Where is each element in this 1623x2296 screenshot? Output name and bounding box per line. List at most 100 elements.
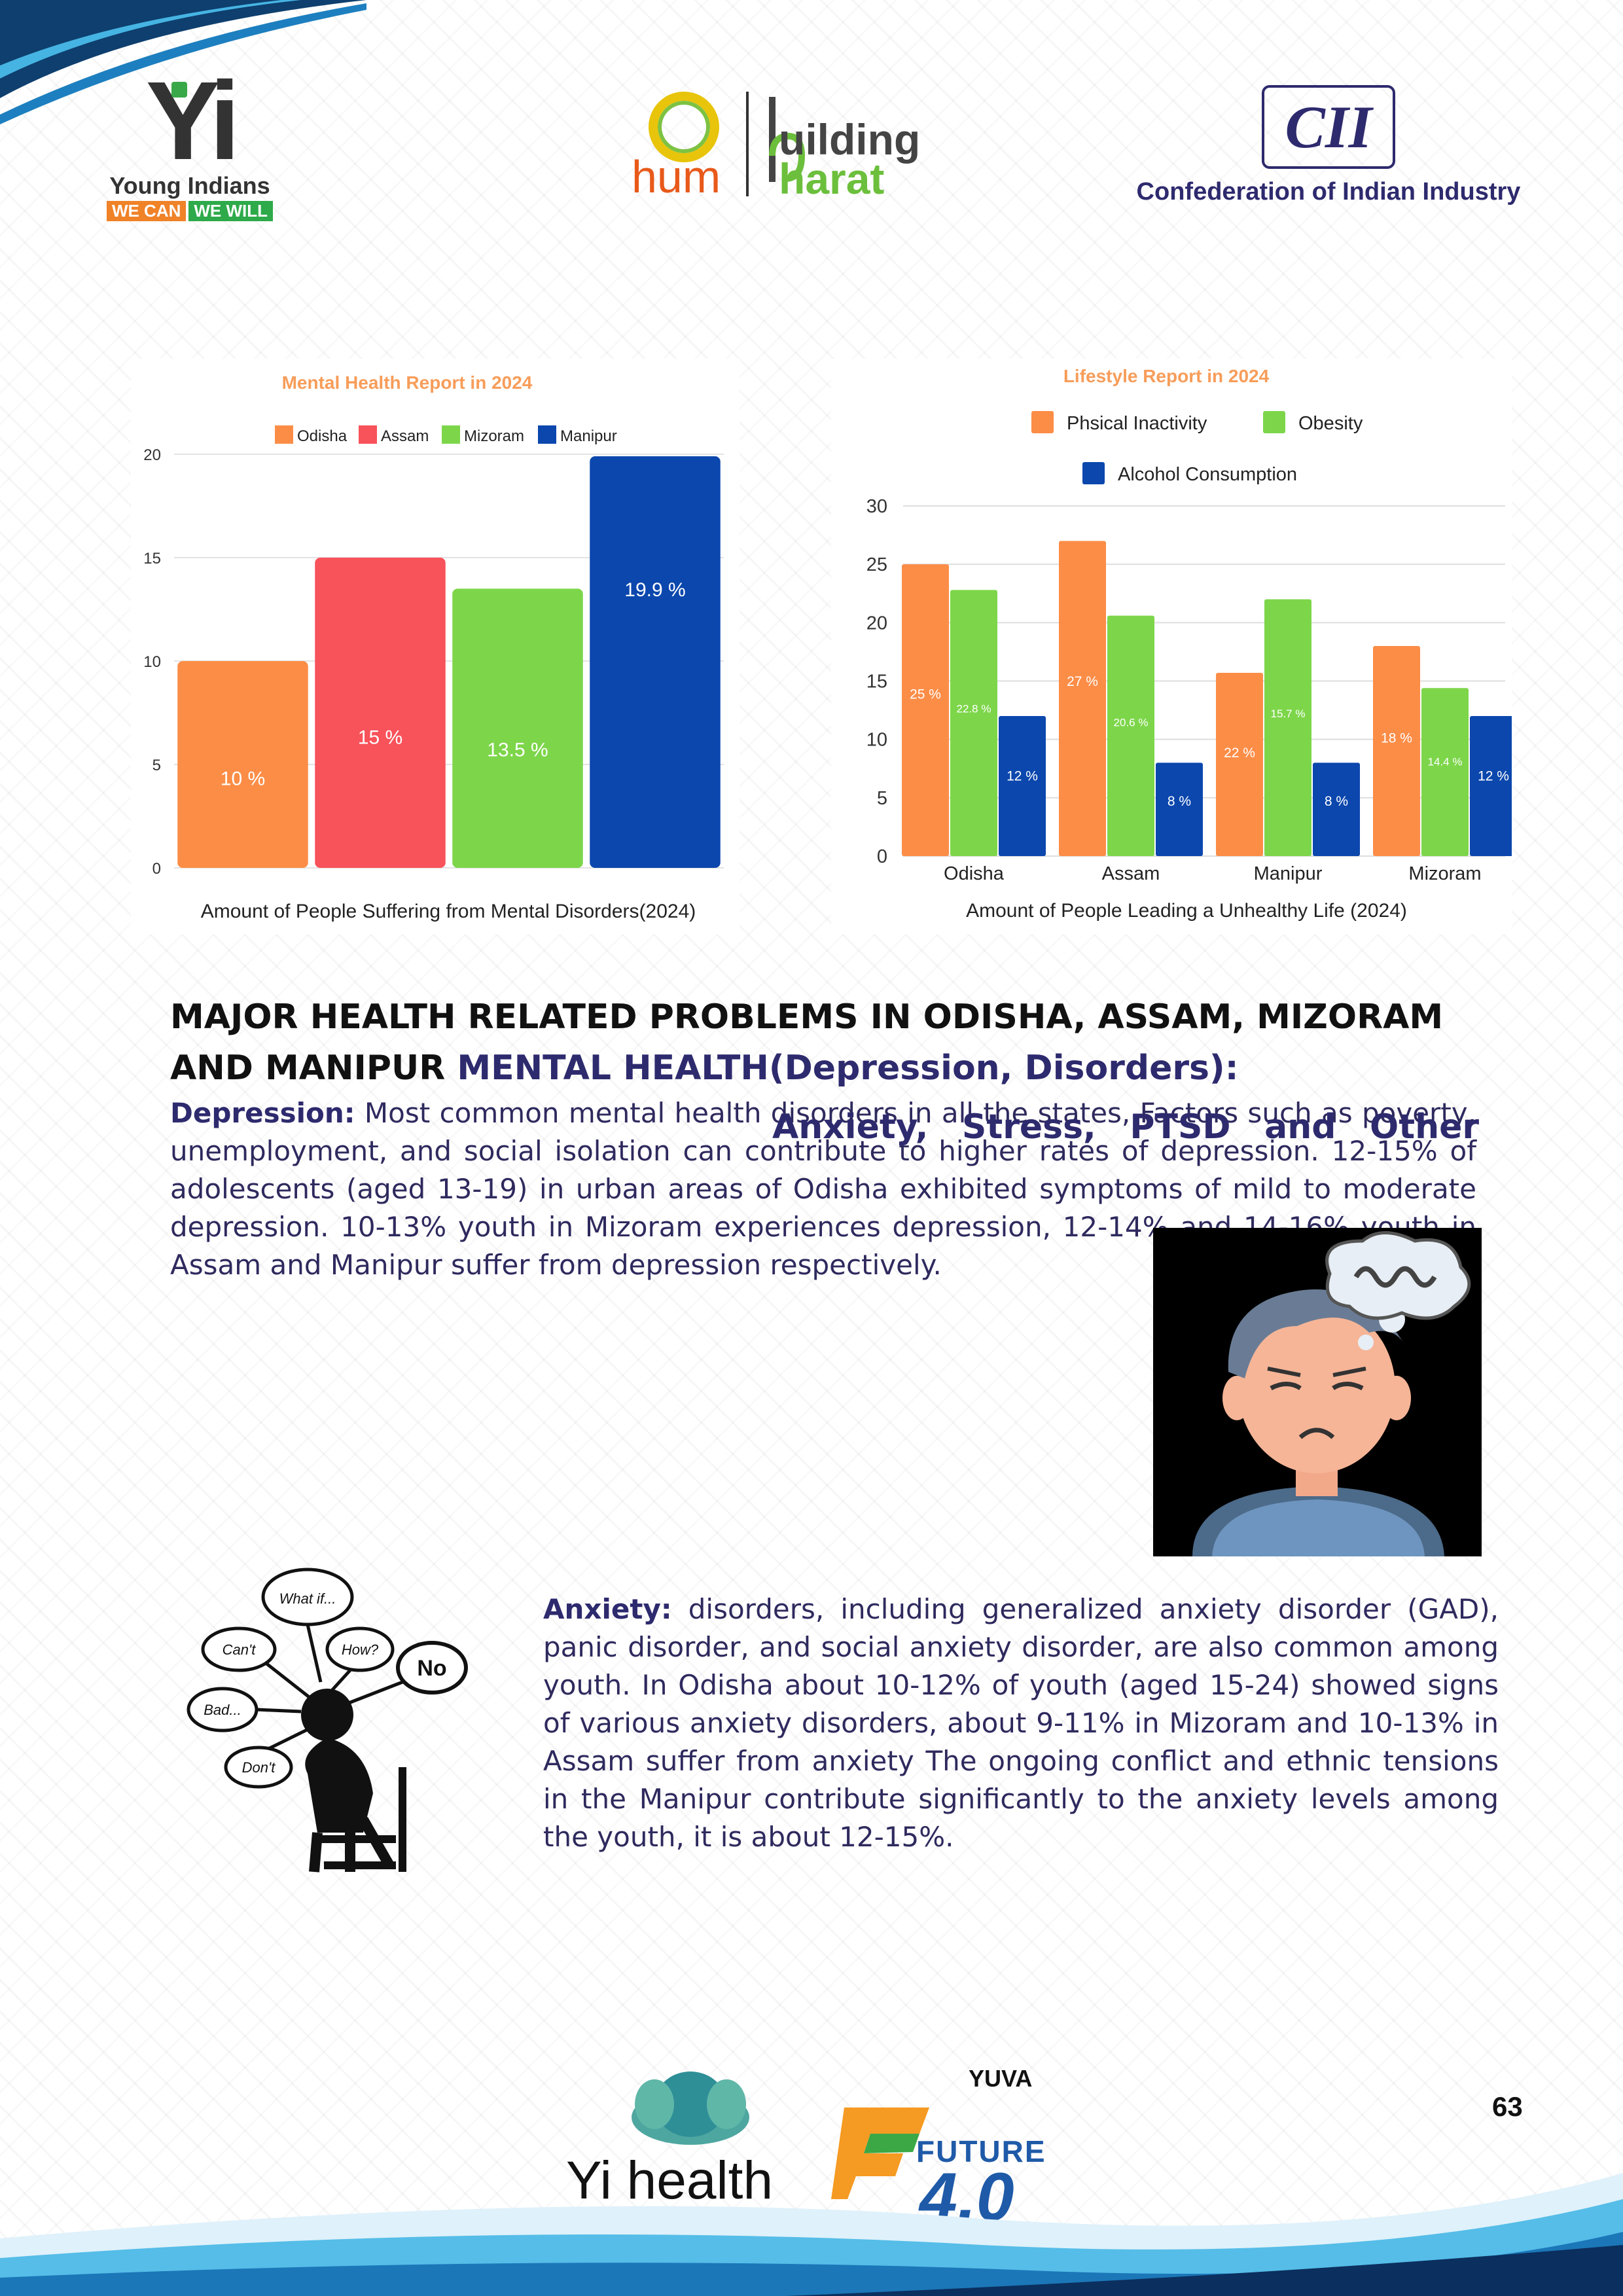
legend-label: Manipur (560, 427, 617, 445)
heading-main: MAJOR HEALTH RELATED PROBLEMS IN ODISHA,… (170, 997, 1444, 1088)
bar-data-label: 8 % (1168, 794, 1191, 809)
yuva-word: YUVA (969, 2065, 1033, 2092)
bar (1216, 673, 1263, 856)
x-tick-label: Manipur (1254, 863, 1323, 884)
anxiety-text: disorders, including generalized anxiety… (543, 1593, 1499, 1853)
bubble-text: No (417, 1656, 446, 1681)
cii-mark: CII (1262, 85, 1395, 169)
legend-swatch (1031, 411, 1054, 433)
lotus-icon (632, 2072, 749, 2145)
anxious-person-illustration: What if... Can't How? No Bad... Don't (187, 1558, 474, 1885)
bar (1059, 541, 1106, 856)
y-tick-label: 30 (866, 496, 887, 517)
bar (1421, 688, 1469, 856)
bar (452, 588, 583, 868)
bar (1313, 762, 1360, 856)
overlap-word: and (1264, 1107, 1336, 1147)
anxiety-label: Anxiety: (543, 1593, 672, 1625)
yi-tag-left: WE CAN (106, 201, 187, 221)
y-tick-label: 25 (866, 554, 887, 575)
future-word: FUTURE (916, 2134, 1046, 2168)
worried-person-icon (1192, 1231, 1471, 1556)
y-tick-label: 0 (152, 860, 161, 878)
bar-data-label: 22 % (1224, 745, 1255, 761)
b-letter-icon (769, 97, 805, 182)
bar (1156, 762, 1203, 856)
bar (950, 590, 997, 856)
bar (999, 716, 1046, 856)
yi-health-logo: Yi health (566, 2068, 776, 2220)
cii-name: Confederation of Indian Industry (1136, 178, 1521, 206)
anxiety-paragraph: Anxiety: disorders, including generalize… (543, 1590, 1499, 1856)
depression-text: Most common mental health disorders in a… (170, 1097, 1476, 1281)
bar-data-label: 13.5 % (487, 739, 548, 761)
bar (1264, 599, 1311, 856)
chart-title: Lifestyle Report in 2024 (1063, 366, 1270, 386)
bar (315, 558, 446, 868)
bharat-word: harat (779, 154, 885, 203)
bar-data-label: 8 % (1325, 794, 1348, 809)
bar (177, 661, 308, 868)
bar-data-label: 25 % (910, 687, 941, 702)
bottom-wave (0, 2173, 1623, 2296)
bar (902, 564, 949, 856)
page-number: 63 (1492, 2091, 1523, 2122)
legend-label: Mizoram (464, 427, 524, 445)
bar-data-label: 19.9 % (624, 579, 685, 601)
bar-data-label: 15.7 % (1271, 708, 1306, 720)
anxious-person-icon: What if... Can't How? No Bad... Don't (187, 1568, 468, 1873)
young-indians-logo: Yi Young Indians WE CAN WE WILL (98, 65, 281, 221)
lifestyle-chart: Lifestyle Report in 2024 Phsical Inactiv… (831, 359, 1512, 935)
y-tick-label: 20 (866, 613, 887, 634)
future-f-icon (831, 2108, 929, 2199)
y-tick-label: 10 (143, 653, 161, 671)
bar (1107, 615, 1154, 856)
bubble-text: Can't (223, 1641, 257, 1658)
yi-health-word: Yi health (566, 2151, 774, 2210)
y-tick-label: 15 (143, 550, 161, 567)
x-tick-label: Odisha (944, 863, 1005, 884)
legend-label: Obesity (1298, 413, 1363, 434)
legend-swatch (359, 425, 377, 444)
legend-label: Assam (381, 427, 429, 445)
hum-building-bharat-logo: hum uilding harat (632, 85, 998, 203)
bar (1373, 646, 1420, 856)
y-tick-label: 20 (143, 446, 161, 464)
cii-logo: CII Confederation of Indian Industry (1126, 85, 1531, 216)
bubble-text: Bad... (204, 1702, 241, 1718)
bar-data-label: 15 % (358, 726, 402, 748)
bar-data-label: 27 % (1067, 674, 1098, 689)
heading-sub: MENTAL HEALTH(Depression, Disorders): (457, 1049, 1239, 1088)
overlap-word: Stress, (961, 1107, 1096, 1147)
overlap-subheading: Anxiety, Stress, PTSD and Other (772, 1107, 1479, 1147)
yi-tag-right: WE WILL (188, 201, 274, 221)
legend-swatch (442, 425, 460, 444)
legend-swatch (1263, 411, 1285, 433)
bar-data-label: 12 % (1478, 768, 1509, 783)
bubble-text: Don't (242, 1759, 276, 1776)
x-tick-label: Mizoram (1408, 863, 1481, 884)
bar-data-label: 12 % (1007, 768, 1038, 783)
overlap-word: Anxiety, (772, 1107, 929, 1147)
chart-caption: Amount of People Leading a Unhealthy Lif… (966, 900, 1407, 922)
logo-divider (746, 92, 749, 196)
y-tick-label: 15 (866, 672, 887, 692)
top-swoosh (0, 0, 366, 124)
depression-paragraph: Depression: Most common mental health di… (170, 1094, 1476, 1284)
hum-word: hum (632, 151, 721, 202)
y-tick-label: 5 (877, 788, 887, 809)
overlap-word: PTSD (1130, 1107, 1231, 1147)
section-heading: MAJOR HEALTH RELATED PROBLEMS IN ODISHA,… (170, 992, 1479, 1094)
bar-data-label: 14.4 % (1428, 755, 1463, 768)
legend-label: Alcohol Consumption (1118, 464, 1297, 485)
y-tick-label: 5 (152, 757, 161, 774)
yi-name: Young Indians (109, 172, 270, 199)
legend-swatch (275, 425, 293, 444)
bar-data-label: 20.6 % (1114, 717, 1149, 729)
bar (1470, 716, 1512, 856)
bubble-text: How? (342, 1641, 379, 1658)
bar-data-label: 18 % (1381, 731, 1412, 746)
legend-swatch (538, 425, 556, 444)
chart-caption: Amount of People Suffering from Mental D… (201, 901, 696, 922)
bar-data-label: 10 % (221, 768, 265, 790)
